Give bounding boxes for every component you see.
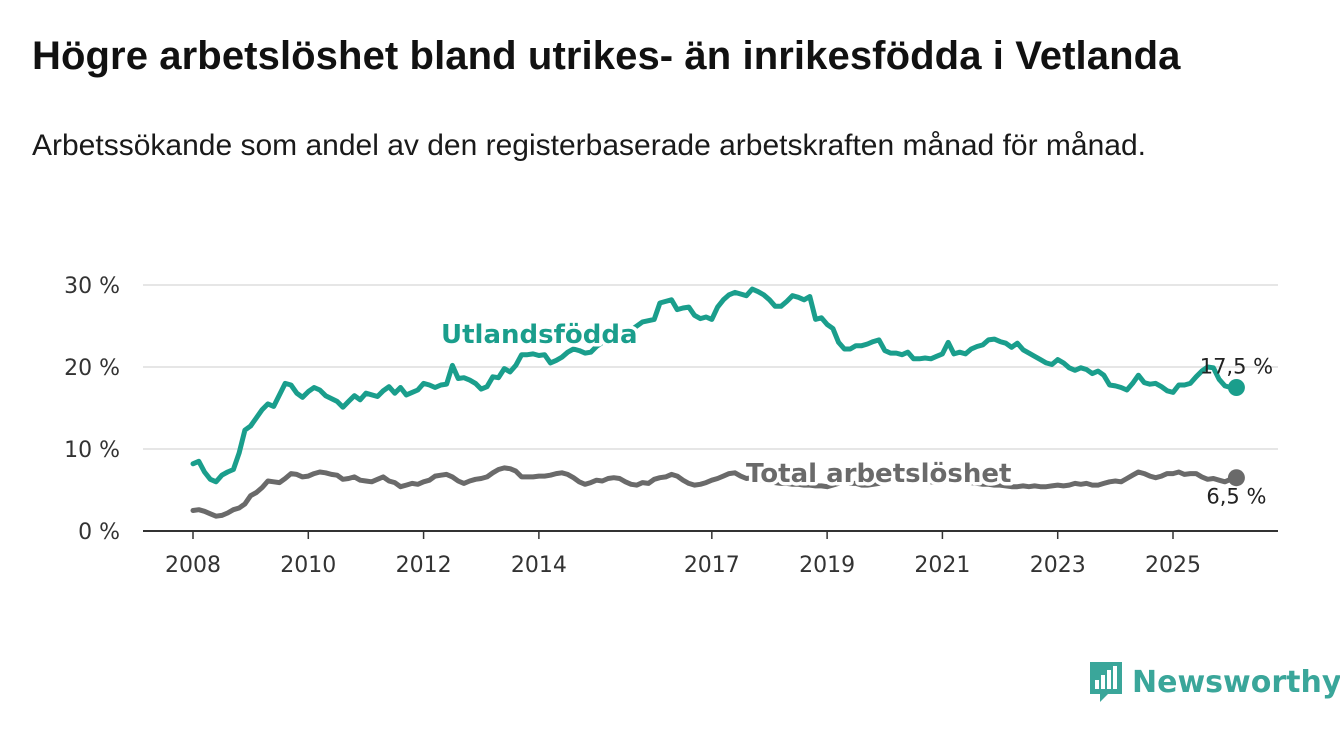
end-value-total: 6,5 %	[1206, 485, 1266, 509]
x-tick-label: 2008	[165, 553, 221, 578]
brand-name: Newsworthy	[1132, 664, 1340, 700]
axes: 0 % 10 % 20 % 30 % 2008 2010 2012 2014 2017 2019 2…	[64, 274, 1278, 578]
y-tick-label: 20 %	[64, 356, 120, 381]
y-tick-label: 30 %	[64, 274, 120, 299]
x-tick-label: 2017	[684, 553, 740, 578]
series-label-total: Total arbetslöshet	[746, 459, 1011, 489]
series-end-marker	[1227, 469, 1245, 487]
grid-lines	[143, 284, 1278, 450]
series-line-total	[190, 465, 1239, 519]
x-tick-label: 2010	[280, 553, 336, 578]
x-tick-label: 2025	[1145, 553, 1201, 578]
chart-subtitle: Arbetssökande som andel av den registerb…	[32, 129, 1146, 162]
series-label-utlandsfodda: Utlandsfödda	[441, 320, 638, 350]
series-line-utlandsfodda	[190, 286, 1239, 485]
y-tick-label: 10 %	[64, 438, 120, 463]
chart-title: Högre arbetslöshet bland utrikes- än inr…	[32, 34, 1181, 78]
x-tick-label: 2021	[914, 553, 970, 578]
x-tick-label: 2019	[799, 553, 855, 578]
series-end-marker	[1227, 379, 1245, 396]
end-value-utlandsfodda: 17,5 %	[1200, 355, 1273, 379]
newsworthy-logo: Newsworthy	[1088, 660, 1340, 704]
y-tick-label: 0 %	[78, 520, 120, 545]
series-lines	[190, 286, 1245, 519]
x-tick-label: 2012	[396, 553, 452, 578]
x-tick-label: 2023	[1030, 553, 1086, 578]
series-labels: Utlandsfödda Total arbetslöshet 17,5 % 6,5 …	[438, 317, 1274, 509]
x-tick-label: 2014	[511, 553, 567, 578]
bar-chart-speech-icon	[1090, 662, 1122, 702]
